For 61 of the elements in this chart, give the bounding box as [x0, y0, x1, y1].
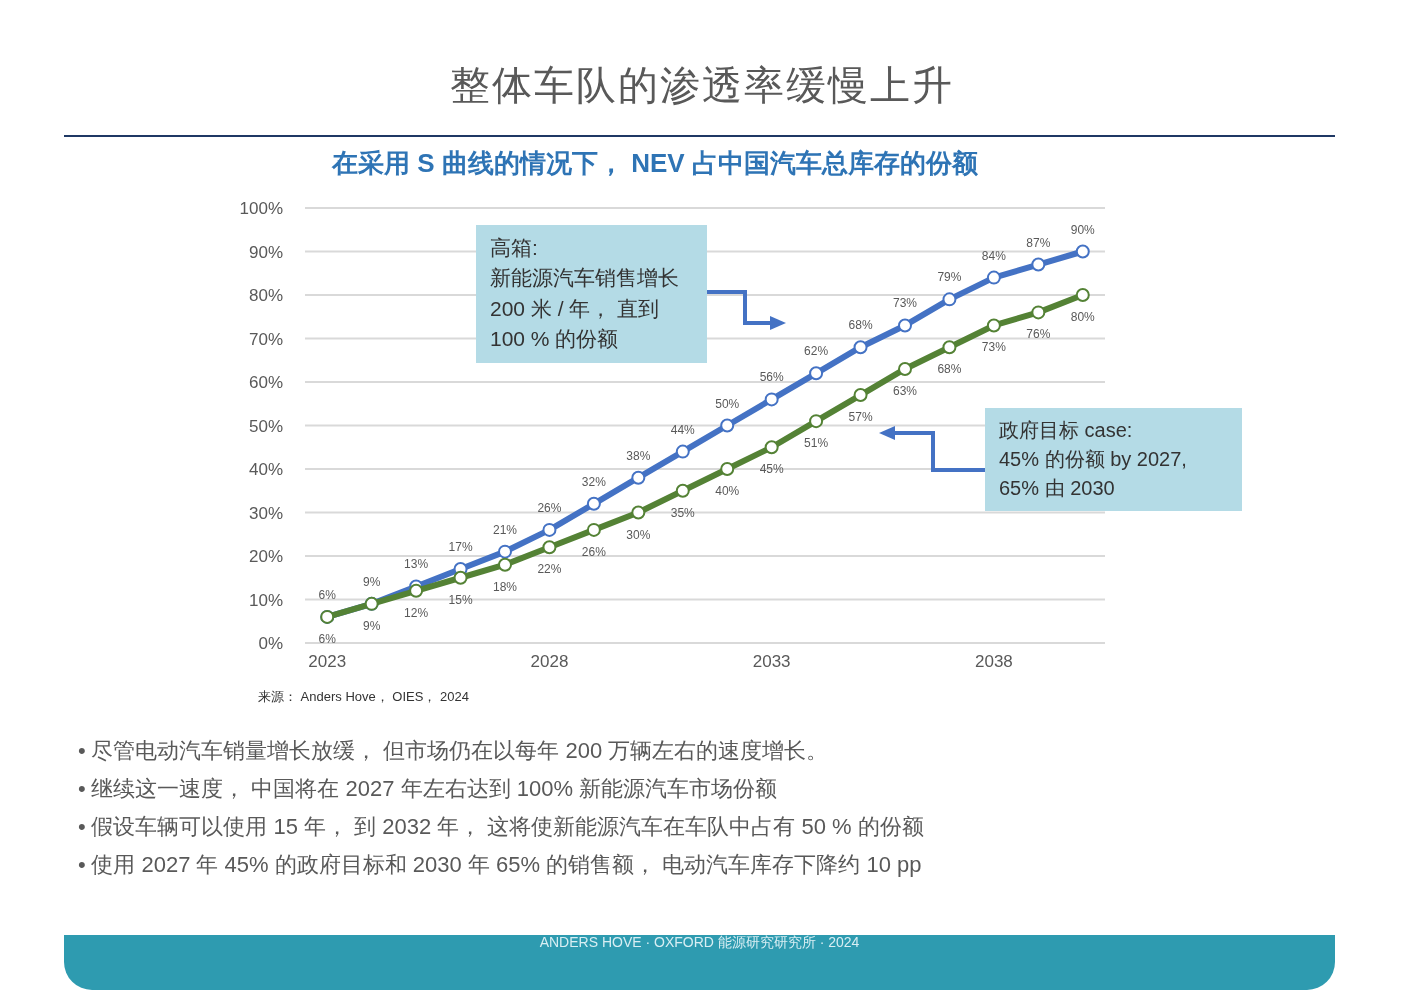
data-label: 79% — [937, 270, 962, 285]
data-label: 44% — [670, 422, 696, 437]
y-tick-label: 80% — [248, 286, 283, 305]
x-tick-label: 2023 — [308, 652, 347, 671]
data-label: 56% — [759, 370, 784, 385]
data-label: 32% — [581, 474, 607, 489]
data-label: 18% — [492, 579, 518, 594]
data-label: 73% — [892, 296, 918, 311]
y-tick-label: 70% — [248, 329, 283, 349]
data-label: 26% — [581, 544, 607, 559]
annotation: 来源： Anders Hove， OIES， 2024 — [258, 688, 469, 706]
data-label: 50% — [715, 396, 740, 411]
data-label: 63% — [892, 383, 918, 398]
x-tick-label: 2028 — [530, 652, 569, 671]
y-tick-label: 60% — [248, 373, 283, 392]
y-tick-label: 100% — [239, 199, 283, 218]
data-label: 62% — [804, 344, 829, 359]
data-label: 45% — [759, 462, 784, 477]
data-label: 6% — [318, 631, 337, 646]
annotation: ANDERS HOVE · OXFORD 能源研究研究所 · 2024 — [538, 934, 861, 952]
data-label: 38% — [626, 448, 651, 463]
data-label: 17% — [448, 540, 473, 555]
data-label: 30% — [626, 527, 651, 542]
data-label: 9% — [362, 574, 381, 589]
y-tick-label: 20% — [248, 547, 283, 566]
subtitle: 在采用 S 曲线的情况下， NEV 占中国汽车总库存的份额 — [330, 147, 979, 180]
y-tick-label: 30% — [248, 503, 283, 523]
data-label: 35% — [670, 505, 696, 520]
annotation: 政府目标 case: 45% 的份额 by 2027, 65% 由 2030 — [985, 408, 1242, 511]
x-tick-label: 2033 — [752, 652, 791, 671]
data-label: 57% — [848, 410, 873, 425]
data-label: 15% — [448, 592, 473, 607]
data-label: 6% — [318, 587, 337, 602]
data-label: 73% — [981, 340, 1007, 355]
y-tick-label: 10% — [248, 590, 283, 610]
x-tick-label: 2038 — [974, 652, 1013, 671]
data-label: 12% — [404, 605, 429, 620]
data-label: 90% — [1070, 222, 1096, 237]
data-label: 40% — [715, 484, 740, 498]
y-tick-label: 90% — [248, 242, 283, 262]
data-label: 76% — [1026, 327, 1051, 342]
annotation: • 使用 2027 年 45% 的政府目标和 2030 年 65% 的销售额， 电动汽车库存下降约 10 pp — [78, 851, 923, 879]
data-label: 51% — [804, 436, 829, 451]
data-label: 21% — [492, 522, 518, 537]
y-tick-label: 40% — [248, 460, 283, 479]
data-label: 68% — [848, 318, 873, 333]
annotation: • 假设车辆可以使用 15 年， 到 2032 年， 这将使新能源汽车在车队中占有 50 % 的份额 — [78, 813, 925, 841]
annotation: • 继续这一速度， 中国将在 2027 年左右达到 100% 新能源汽车市场份额 — [78, 775, 779, 803]
data-label: 87% — [1026, 235, 1051, 250]
annotation: 高箱: 新能源汽车销售增长 200 米 / 年， 直到 100 % 的份额 — [476, 225, 707, 363]
data-label: 22% — [537, 562, 562, 577]
data-label: 9% — [362, 618, 381, 633]
data-label: 68% — [937, 362, 962, 377]
data-label: 84% — [981, 248, 1007, 263]
title: 整体车队的渗透率缓慢上升 — [448, 62, 955, 109]
annotation: • 尽管电动汽车销量增长放缓， 但市场仍在以每年 200 万辆左右的速度增长。 — [78, 737, 830, 765]
y-tick-label: 0% — [258, 634, 283, 653]
data-label: 26% — [537, 500, 562, 515]
data-label: 80% — [1070, 310, 1096, 324]
y-tick-label: 50% — [248, 416, 283, 436]
data-label: 13% — [404, 557, 429, 572]
